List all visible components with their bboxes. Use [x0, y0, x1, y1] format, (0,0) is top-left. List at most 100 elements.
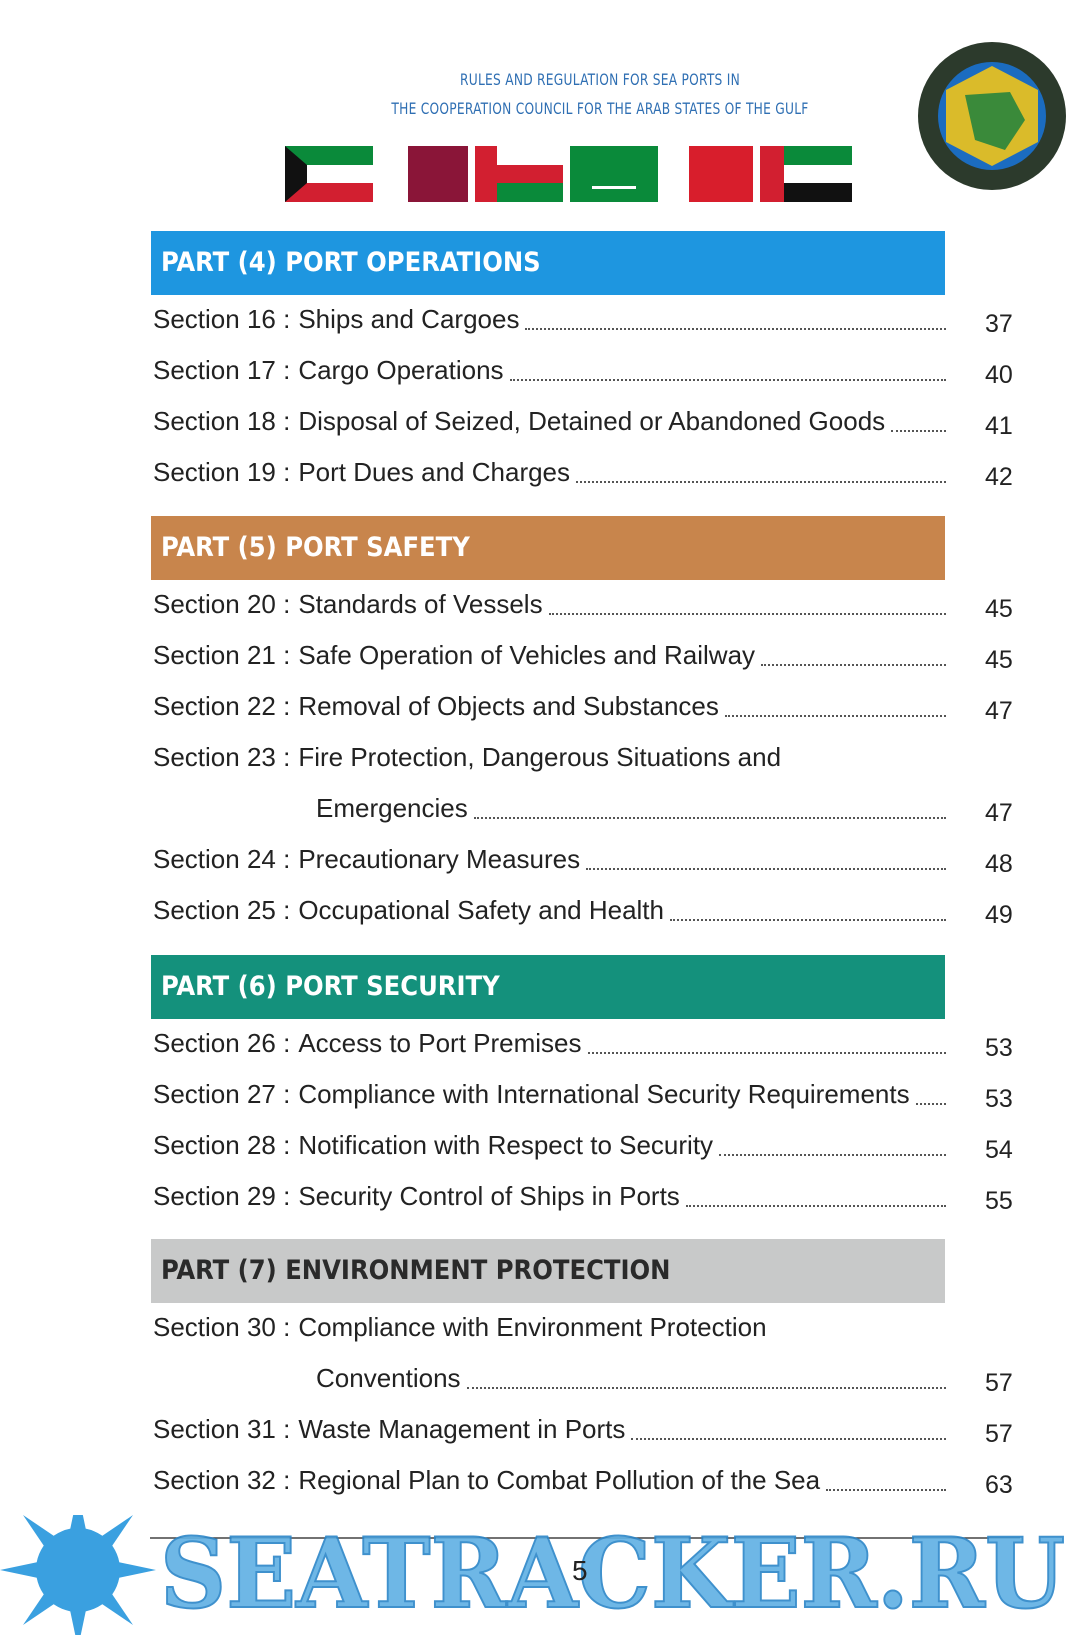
toc-entry: Section 21 : Safe Operation of Vehicles a… — [153, 640, 946, 672]
section-label: Section 22 : — [153, 691, 291, 721]
section-label: Section 17 : — [153, 355, 291, 385]
dot-leader — [509, 379, 946, 381]
dot-leader — [724, 715, 946, 717]
toc-entry: Emergencies — [316, 793, 946, 825]
dot-leader — [586, 868, 946, 870]
page-ref: 57 — [985, 1420, 1013, 1448]
dot-leader — [466, 1387, 946, 1389]
toc-entry: Section 25 : Occupational Safety and Heal… — [153, 895, 946, 927]
section-title: Compliance with International Security R… — [298, 1079, 910, 1109]
toc-entry: Section 31 : Waste Management in Ports — [153, 1414, 946, 1446]
section-title: Standards of Vessels — [298, 589, 543, 619]
gcc-emblem — [918, 42, 1066, 190]
page-ref: 37 — [985, 310, 1013, 338]
toc-entry: Section 24 : Precautionary Measures — [153, 844, 946, 876]
section-title: Port Dues and Charges — [298, 457, 571, 487]
page-ref: 63 — [985, 1471, 1013, 1499]
section-title: Emergencies — [316, 793, 468, 823]
page-ref: 53 — [985, 1085, 1013, 1113]
part-heading: PART (5) PORT SAFETY — [151, 516, 945, 580]
page-number: 5 — [572, 1555, 588, 1586]
dot-leader — [685, 1205, 946, 1207]
page-ref: 47 — [985, 799, 1013, 827]
flags — [285, 146, 852, 202]
page-ref: 49 — [985, 901, 1013, 929]
section-title: Waste Management in Ports — [298, 1414, 626, 1444]
toc-entry: Section 19 : Port Dues and Charges — [153, 457, 946, 489]
dot-leader — [719, 1154, 946, 1156]
toc-entry: Conventions — [316, 1363, 946, 1395]
toc-entry: Section 18 : Disposal of Seized, Detained… — [153, 406, 946, 438]
section-label: Section 32 : — [153, 1465, 291, 1495]
section-title: Precautionary Measures — [298, 844, 581, 874]
section-label: Section 27 : — [153, 1079, 291, 1109]
section-label: Section 23 : — [153, 742, 291, 772]
section-title: Disposal of Seized, Detained or Abandone… — [298, 406, 886, 436]
page-ref: 57 — [985, 1369, 1013, 1397]
page-ref: 55 — [985, 1187, 1013, 1215]
section-title: Fire Protection, Dangerous Situations an… — [298, 742, 782, 772]
part-heading: PART (7) ENVIRONMENT PROTECTION — [151, 1239, 945, 1303]
toc-entry: Section 28 : Notification with Respect to… — [153, 1130, 946, 1162]
section-label: Section 26 : — [153, 1028, 291, 1058]
toc-entry: Section 27 : Compliance with Internationa… — [153, 1079, 946, 1111]
section-label: Section 31 : — [153, 1414, 291, 1444]
toc-entry: Section 32 : Regional Plan to Combat Poll… — [153, 1465, 946, 1497]
header-graphics — [285, 42, 1066, 202]
toc-entry: Section 29 : Security Control of Ships in… — [153, 1181, 946, 1213]
dot-leader — [631, 1438, 946, 1440]
section-title: Safe Operation of Vehicles and Railway — [298, 640, 756, 670]
section-label: Section 19 : — [153, 457, 291, 487]
part-heading: PART (4) PORT OPERATIONS — [151, 231, 945, 295]
section-label: Section 25 : — [153, 895, 291, 925]
section-title: Access to Port Premises — [298, 1028, 582, 1058]
page-ref: 41 — [985, 412, 1013, 440]
dot-leader — [587, 1052, 946, 1054]
watermark-layer: SEATRACKER.RU — [0, 1515, 1066, 1635]
toc-entry: Section 22 : Removal of Objects and Subst… — [153, 691, 946, 723]
toc-entry: Section 30 : Compliance with Environment … — [153, 1312, 946, 1344]
section-label: Section 16 : — [153, 304, 291, 334]
section-label: Section 30 : — [153, 1312, 291, 1342]
page-ref: 53 — [985, 1034, 1013, 1062]
section-title: Security Control of Ships in Ports — [298, 1181, 680, 1211]
page-ref: 45 — [985, 595, 1013, 623]
section-label: Section 28 : — [153, 1130, 291, 1160]
page-ref: 48 — [985, 850, 1013, 878]
section-label: Section 29 : — [153, 1181, 291, 1211]
dot-leader — [576, 481, 946, 483]
section-title: Ships and Cargoes — [298, 304, 520, 334]
section-label: Section 24 : — [153, 844, 291, 874]
section-title: Compliance with Environment Protection — [298, 1312, 767, 1342]
dot-leader — [761, 664, 946, 666]
toc-entry: Section 17 : Cargo Operations — [153, 355, 946, 387]
sunburst-icon — [0, 1515, 156, 1635]
section-title: Regional Plan to Combat Pollution of the… — [298, 1465, 821, 1495]
page-ref: 47 — [985, 697, 1013, 725]
section-title: Occupational Safety and Health — [298, 895, 664, 925]
page-ref: 45 — [985, 646, 1013, 674]
page-ref: 42 — [985, 463, 1013, 491]
toc-entry: Section 20 : Standards of Vessels — [153, 589, 946, 621]
toc-entry: Section 23 : Fire Protection, Dangerous S… — [153, 742, 946, 774]
dot-leader — [891, 430, 946, 432]
header-line: THE COOPERATION COUNCIL FOR THE ARAB STA… — [391, 99, 809, 118]
page-ref: 40 — [985, 361, 1013, 389]
section-label: Section 20 : — [153, 589, 291, 619]
section-title: Notification with Respect to Security — [298, 1130, 714, 1160]
dot-leader — [548, 613, 946, 615]
dot-leader — [915, 1103, 946, 1105]
toc-entry: Section 16 : Ships and Cargoes — [153, 304, 946, 336]
watermark: SEATRACKER.RU — [160, 1517, 1065, 1630]
dot-leader — [670, 919, 946, 921]
section-title: Conventions — [316, 1363, 461, 1393]
dot-leader — [473, 817, 946, 819]
section-title: Removal of Objects and Substances — [298, 691, 719, 721]
dot-leader — [826, 1489, 946, 1491]
toc-entry: Section 26 : Access to Port Premises — [153, 1028, 946, 1060]
part-heading: PART (6) PORT SECURITY — [151, 955, 945, 1019]
page-ref: 54 — [985, 1136, 1013, 1164]
section-label: Section 21 : — [153, 640, 291, 670]
header-line: RULES AND REGULATION FOR SEA PORTS IN — [460, 70, 740, 89]
